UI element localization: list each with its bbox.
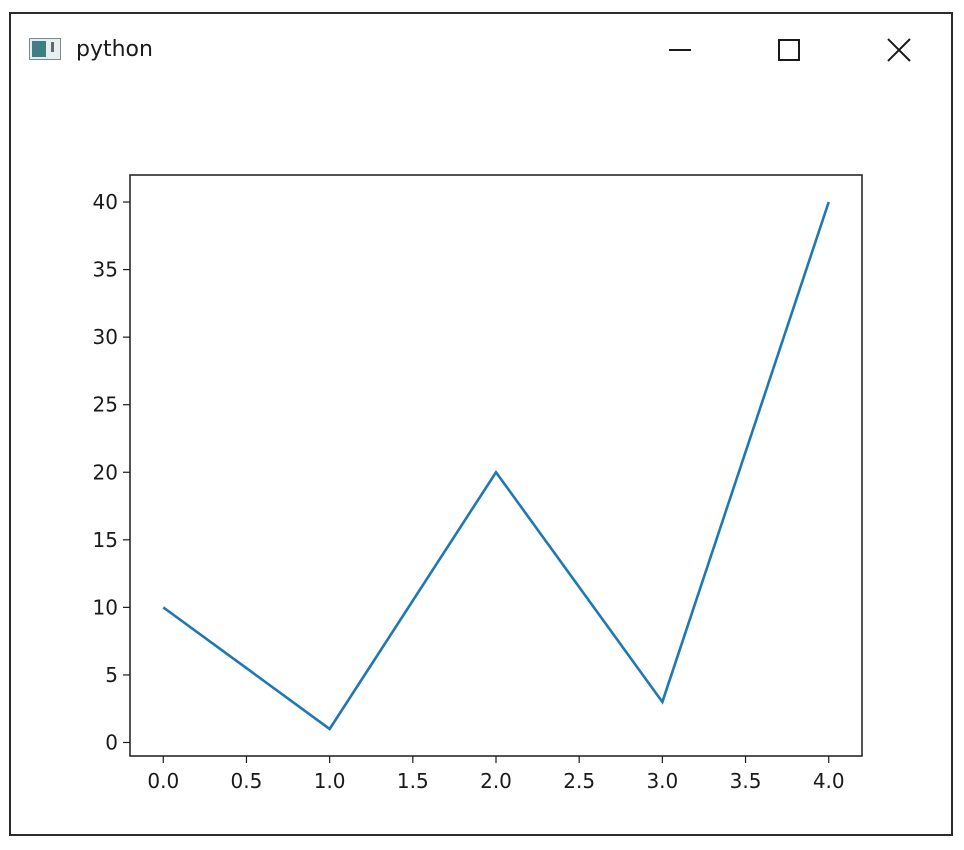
x-tick-label: 3.0	[646, 769, 678, 793]
series-line-0	[162, 201, 830, 731]
y-tick-label: 20	[93, 460, 118, 484]
x-tick-label: 1.0	[314, 769, 346, 793]
y-tick-label: 25	[93, 393, 118, 417]
y-tick-label: 40	[93, 190, 118, 214]
y-tick-label: 10	[93, 595, 118, 619]
y-tick-label: 30	[93, 325, 118, 349]
x-tick-label: 0.0	[147, 769, 179, 793]
window-title: python	[76, 37, 153, 62]
maximize-button[interactable]	[759, 26, 819, 74]
line-chart: 0.0 0.5 1.0 1.5 2.0 2.5 3.0 3.5 4.0 0 5 10 15 20 25 30 3…	[93, 174, 863, 793]
close-icon	[887, 38, 911, 62]
x-tick-label: 0.5	[231, 769, 263, 793]
x-tick-label: 4.0	[813, 769, 845, 793]
minimize-icon	[669, 49, 691, 51]
y-tick-label: 0	[105, 730, 118, 754]
x-tick-label: 2.0	[480, 769, 512, 793]
plot-frame	[129, 174, 863, 757]
x-tick-label: 1.5	[397, 769, 429, 793]
maximize-icon	[778, 39, 800, 61]
close-button[interactable]	[869, 26, 929, 74]
title-bar[interactable]: python	[11, 14, 951, 84]
figure-window: python 0.0 0.5 1.0 1.5 2.0 2.5 3.0 3.5 4.0 0 5 10 15…	[9, 12, 953, 836]
y-tick-label: 5	[105, 663, 118, 687]
x-tick-label: 2.5	[563, 769, 595, 793]
y-tick-label: 35	[93, 258, 118, 282]
x-tick-label: 3.5	[730, 769, 762, 793]
y-tick-label: 15	[93, 528, 118, 552]
minimize-button[interactable]	[649, 26, 709, 74]
figure-window-icon	[29, 38, 61, 60]
